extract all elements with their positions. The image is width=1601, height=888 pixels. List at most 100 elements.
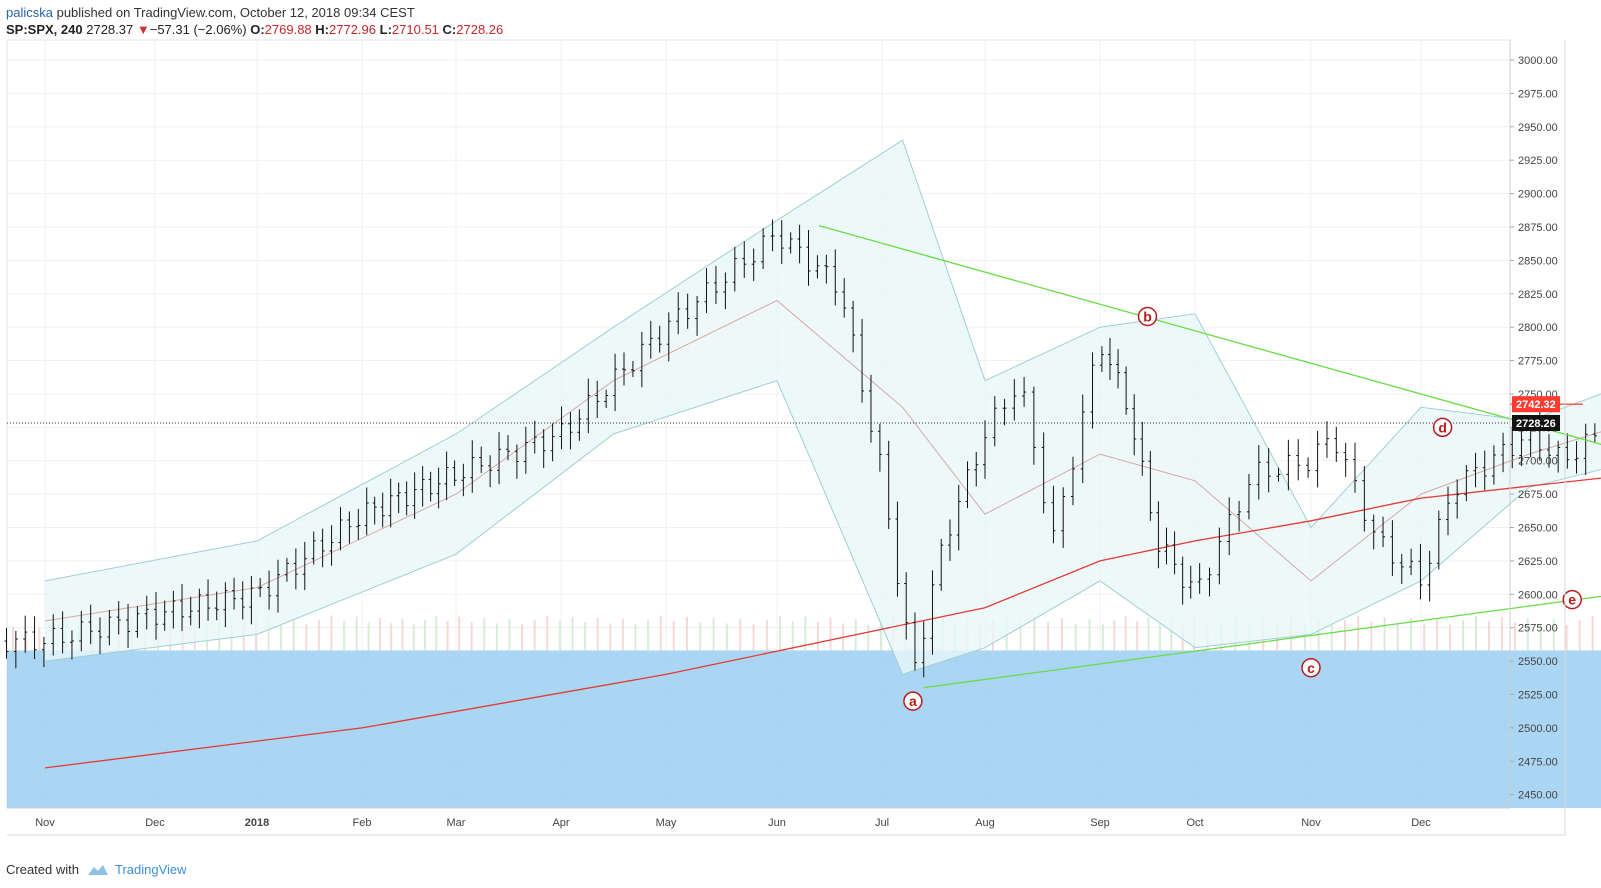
volume-bar: [508, 618, 511, 651]
volume-bar: [1019, 621, 1022, 651]
x-tick-label: Jun: [768, 817, 786, 829]
axes: 2450.00 2475.00 2500.00 2525.00 2550.00 2575.…: [7, 40, 1566, 836]
x-tick-label: Sep: [1090, 817, 1110, 829]
wave-text: b: [1143, 308, 1152, 324]
y-tick-label: 2575.00: [1518, 623, 1558, 635]
wave-circle: [903, 691, 923, 711]
volume-bar: [424, 619, 427, 651]
volume-bar: [470, 622, 473, 651]
wave-label: b: [1137, 306, 1158, 327]
volume-bar: [1487, 621, 1490, 651]
x-tick-label: Apr: [552, 817, 569, 829]
price-badge-label: 2728.26: [1516, 418, 1556, 430]
volume-bar: [378, 617, 381, 651]
low-label: L:: [379, 22, 392, 37]
volume-bar: [1552, 619, 1555, 651]
volume-bar: [1136, 621, 1139, 651]
volume-bar: [725, 623, 728, 651]
volume-bar: [355, 616, 358, 651]
volume-bar: [1330, 624, 1333, 651]
y-tick-label: 2550.00: [1518, 656, 1558, 668]
volume-bar: [1383, 616, 1386, 651]
author-name[interactable]: palicska: [6, 5, 53, 20]
y-tick-label: 2800.00: [1518, 322, 1558, 334]
x-tick-label: Aug: [975, 817, 995, 829]
y-tick-label: 2875.00: [1518, 222, 1558, 234]
volume-bar: [1047, 622, 1050, 651]
volume-bar: [435, 615, 438, 651]
wave-labels: abcdeiii(i)iii(ii)(iii)(iv)iviiiiii(v)vi…: [903, 306, 1582, 711]
volume-bar: [804, 616, 807, 651]
x-tick-label: Feb: [353, 817, 372, 829]
volume-bar: [1396, 622, 1399, 651]
volume-bar: [343, 621, 346, 651]
volume-bar: [1357, 615, 1360, 651]
volume-bar: [330, 615, 333, 651]
volume-bar: [765, 620, 768, 651]
volume-bar: [1113, 620, 1116, 651]
volume-bar: [1475, 615, 1477, 651]
volume-bar: [1147, 616, 1150, 651]
volume-bar: [1565, 624, 1568, 651]
volume-bar: [647, 620, 650, 651]
symbol-info: SP:SPX, 240 2728.37 ▼−57.31 (−2.06%) O:2…: [6, 22, 503, 37]
volume-bar: [609, 623, 612, 651]
volume-bar: [280, 623, 283, 651]
x-tick-label: Nov: [35, 817, 55, 829]
volume-bar: [1526, 618, 1529, 651]
trendline-lower: [923, 595, 1601, 689]
volume-bar: [401, 618, 404, 651]
volume-bar: [254, 622, 257, 651]
close-label: C:: [442, 22, 457, 37]
volume-bar: [12, 626, 14, 651]
band-upper: [44, 139, 1601, 582]
wave-label: d: [1432, 417, 1453, 438]
moving-average-200: [44, 477, 1601, 769]
price-change: −57.31 (−2.06%): [149, 22, 247, 37]
publish-info: palicska published on TradingView.com, O…: [6, 5, 415, 20]
band-fill: [45, 140, 1601, 675]
low-value: 2710.51: [391, 22, 439, 37]
volume-bar: [634, 624, 637, 651]
y-tick-label: 2450.00: [1518, 790, 1558, 802]
price-badge: [1512, 414, 1560, 431]
tradingview-logo-icon: [87, 864, 108, 875]
y-tick-label: 2775.00: [1518, 356, 1558, 368]
tradingview-link[interactable]: TradingView: [114, 862, 187, 877]
volume-bar: [1101, 624, 1104, 651]
volume-bar: [672, 621, 675, 651]
volume-bar: [1410, 618, 1412, 651]
down-arrow-icon: ▼: [136, 22, 150, 37]
volume-bar: [1088, 619, 1091, 651]
volume-bar: [292, 618, 295, 651]
volume-bar: [1304, 623, 1307, 651]
volume-bar: [1591, 615, 1594, 651]
symbol-label: SP:SPX, 240: [6, 22, 83, 37]
volume-bar: [458, 616, 461, 651]
volume-bar: [867, 624, 870, 651]
wave-text: c: [1307, 660, 1315, 676]
wave-label: c: [1301, 658, 1321, 678]
y-tick-label: 2525.00: [1518, 689, 1558, 701]
y-tick-label: 2675.00: [1518, 489, 1558, 501]
wave-circle: [1562, 589, 1582, 610]
volume-bar: [546, 615, 549, 651]
volume-bar: [533, 620, 536, 651]
volume-bar: [571, 616, 574, 651]
price-badge-label: 2742.32: [1516, 399, 1556, 411]
wave-label: e: [1562, 589, 1582, 610]
volume-bar: [1423, 623, 1426, 651]
wave-label: a: [903, 691, 923, 711]
volume-bar: [1370, 621, 1373, 651]
wave-text: d: [1438, 419, 1447, 435]
volume-bar: [267, 617, 270, 651]
volume-bar: [1170, 618, 1173, 651]
y-tick-label: 2925.00: [1518, 155, 1558, 167]
volume-bar: [305, 624, 308, 651]
volume-bar: [791, 621, 794, 651]
x-tick-label: Nov: [1301, 817, 1321, 829]
trendline-upper: [818, 225, 1601, 446]
volume-bar: [1436, 619, 1439, 651]
y-tick-label: 2650.00: [1518, 523, 1558, 535]
